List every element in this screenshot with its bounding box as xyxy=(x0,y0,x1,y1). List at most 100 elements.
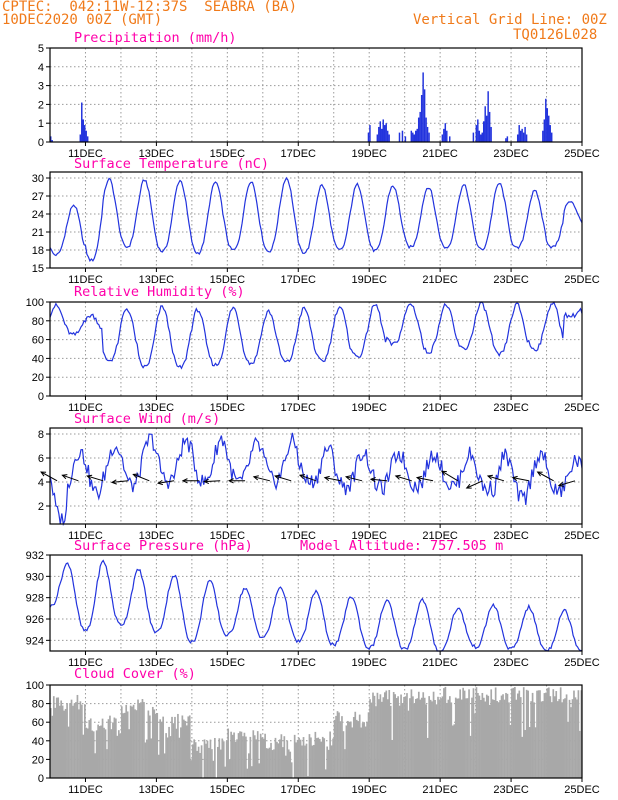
cloud-bar-67 xyxy=(149,715,151,778)
cloud-bar-354 xyxy=(573,690,575,778)
cloud-bar-269 xyxy=(447,699,450,778)
cloud-bar-322 xyxy=(525,689,528,778)
precip-bar-16 xyxy=(385,123,387,142)
cloud-bar-84 xyxy=(174,716,176,778)
precip-bar-18 xyxy=(388,134,390,142)
xtick-label-rh-0: 11DEC xyxy=(68,402,103,414)
cloud-bar-142 xyxy=(259,733,262,778)
cloud-bar-154 xyxy=(277,743,280,778)
ytick-label-wind-0: 2 xyxy=(38,501,44,513)
cloud-bar-327 xyxy=(533,702,535,778)
series-line-temp xyxy=(49,176,583,262)
cloud-bar-336 xyxy=(546,688,549,778)
cloud-bar-310 xyxy=(508,702,510,778)
xtick-label-pres-0: 11DEC xyxy=(68,657,103,669)
cloud-bar-53 xyxy=(128,729,130,778)
wind-arrow-20 xyxy=(512,477,529,482)
xtick-label-rh-1: 13DEC xyxy=(139,402,175,414)
cloud-bar-306 xyxy=(502,694,504,778)
cloud-bar-333 xyxy=(542,701,544,778)
wind-arrow-14 xyxy=(370,478,387,482)
cloud-bar-257 xyxy=(429,699,432,778)
precip-bar-38 xyxy=(446,130,448,142)
cloud-bar-312 xyxy=(511,688,513,778)
wind-arrow-head-1 xyxy=(61,474,68,480)
precip-bar-0 xyxy=(50,136,52,142)
cloud-bar-73 xyxy=(157,754,160,778)
precip-bar-65 xyxy=(548,115,550,142)
cloud-bar-320 xyxy=(522,687,525,778)
cloud-bar-101 xyxy=(199,752,201,778)
cloud-bar-283 xyxy=(468,689,470,778)
ytick-label-cloud-4: 80 xyxy=(32,699,44,711)
cloud-bar-132 xyxy=(245,736,247,778)
cloud-bar-66 xyxy=(147,710,150,778)
precip-bar-34 xyxy=(428,132,430,142)
wind-arrow-head-10 xyxy=(274,474,281,480)
cloud-bar-291 xyxy=(480,699,482,778)
cloud-bar-100 xyxy=(197,746,200,778)
cloud-bar-128 xyxy=(239,731,241,778)
cloud-bar-341 xyxy=(553,696,556,778)
precip-bar-27 xyxy=(417,117,420,142)
cloud-bar-229 xyxy=(388,690,391,778)
xtick-label-temp-4: 19DEC xyxy=(351,274,387,286)
cloud-bar-255 xyxy=(426,737,429,778)
cloud-bar-236 xyxy=(398,705,401,778)
ytick-label-wind-1: 4 xyxy=(38,477,44,489)
cloud-bar-179 xyxy=(314,731,317,778)
cloud-bar-86 xyxy=(177,713,179,778)
wind-arrow-16 xyxy=(416,477,434,482)
precip-bar-67 xyxy=(550,132,553,142)
precip-bar-20 xyxy=(401,130,404,142)
cloud-bar-31 xyxy=(95,730,98,778)
cloud-bar-174 xyxy=(307,776,309,778)
precip-bar-1 xyxy=(51,140,53,142)
cloud-bar-10 xyxy=(64,708,67,778)
cloud-bar-131 xyxy=(243,732,246,778)
precip-bar-36 xyxy=(443,128,445,142)
cloud-bar-80 xyxy=(168,726,170,778)
wind-arrow-21 xyxy=(537,471,554,482)
precip-bar-17 xyxy=(386,130,389,142)
precip-bar-64 xyxy=(546,108,549,142)
wind-arrow-head-18 xyxy=(465,483,472,489)
precip-bar-63 xyxy=(545,98,547,142)
cloud-bar-267 xyxy=(444,686,447,778)
precip-bar-24 xyxy=(413,134,416,142)
cloud-bar-113 xyxy=(216,746,219,778)
cloud-bar-326 xyxy=(531,692,534,778)
precip-bar-42 xyxy=(477,119,479,142)
xtick-label-pres-6: 23DEC xyxy=(493,657,529,669)
wind-arrow-head-16 xyxy=(415,475,423,482)
cloud-bar-270 xyxy=(449,696,451,778)
cloud-bar-0 xyxy=(50,708,52,778)
precip-bar-15 xyxy=(383,125,386,142)
wind-arrow-17 xyxy=(441,470,459,482)
panel-title-wind: Surface Wind (m/s) xyxy=(74,411,220,427)
cloud-bar-187 xyxy=(326,746,329,778)
precip-bar-37 xyxy=(444,123,447,142)
wind-arrow-2 xyxy=(87,475,104,482)
cloud-bar-198 xyxy=(342,731,345,778)
cloud-bar-52 xyxy=(126,711,129,778)
cloud-bar-146 xyxy=(265,748,268,778)
series-line-wind xyxy=(49,432,583,527)
precip-bar-29 xyxy=(420,95,423,142)
cloud-bar-235 xyxy=(397,696,399,778)
cloud-bar-173 xyxy=(305,743,308,778)
cloud-bar-329 xyxy=(536,690,538,778)
cloud-bar-22 xyxy=(82,734,85,778)
cloud-bar-182 xyxy=(318,739,321,778)
cloud-bar-120 xyxy=(227,728,230,778)
cloud-bar-5 xyxy=(57,697,60,778)
cloud-bar-17 xyxy=(75,702,77,778)
cloud-bar-228 xyxy=(386,699,389,778)
cloud-bar-200 xyxy=(345,725,348,778)
panel-title-pres: Surface Pressure (hPa) xyxy=(74,538,253,554)
precip-bar-9 xyxy=(369,125,371,142)
cloud-bar-127 xyxy=(237,733,240,778)
wind-arrow-13 xyxy=(345,476,363,482)
cloud-bar-352 xyxy=(570,707,572,778)
precip-bar-45 xyxy=(481,132,483,142)
